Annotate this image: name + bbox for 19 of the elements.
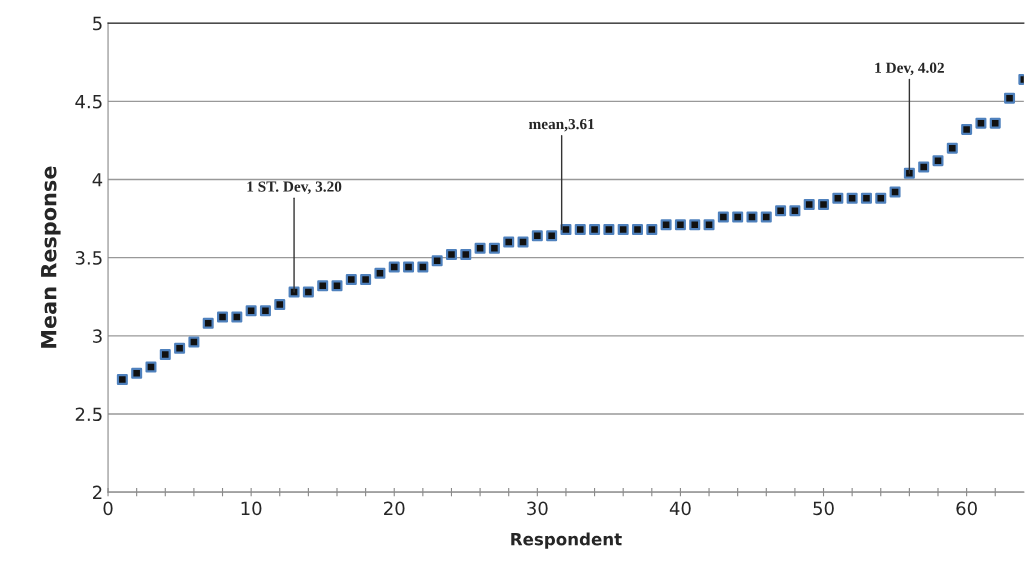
y-tick-label: 4 xyxy=(92,173,103,187)
x-tick-label: 0 xyxy=(103,501,113,516)
x-tick-label: 60 xyxy=(956,501,977,516)
x-tick-label: 20 xyxy=(384,501,405,516)
x-axis-title: Respondent xyxy=(511,532,622,549)
x-tick-label: 50 xyxy=(813,501,834,516)
y-axis-title: Mean Response xyxy=(41,166,61,348)
y-tick-label: 3 xyxy=(93,329,102,343)
y-tick-label: 2.5 xyxy=(75,407,102,422)
y-tick-label: 4.5 xyxy=(75,95,102,109)
annotation: 1 ST. Dev, 3.20 xyxy=(247,181,342,194)
y-tick-label: 3.5 xyxy=(75,251,102,265)
x-tick-label: 40 xyxy=(669,501,691,516)
x-tick-label: 10 xyxy=(241,501,262,516)
annotation: mean,3.61 xyxy=(528,118,594,132)
x-tick-label: 30 xyxy=(527,501,548,516)
y-tick-label: 2 xyxy=(93,485,102,500)
annotation: 1 Dev, 4.02 xyxy=(875,62,944,76)
y-tick-label: 5 xyxy=(93,16,102,31)
